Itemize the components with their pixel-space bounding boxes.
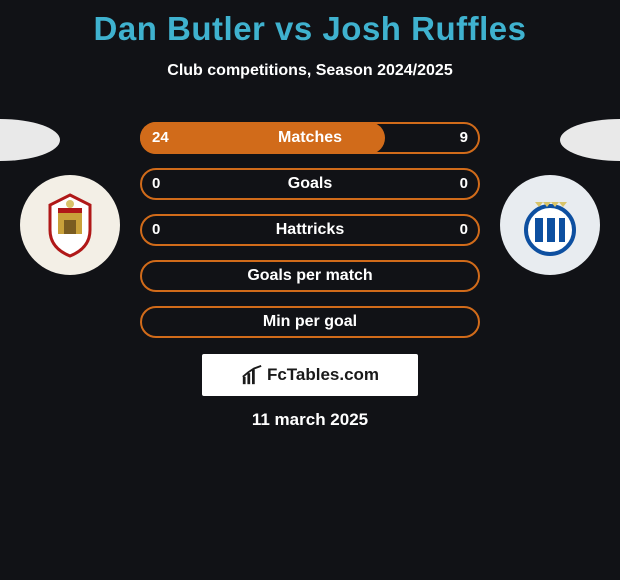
- stat-label: Matches: [140, 122, 480, 154]
- stat-row: Min per goal: [140, 306, 480, 338]
- stat-row: Hattricks0 0: [140, 214, 480, 246]
- page-title: Dan Butler vs Josh Ruffles: [0, 0, 620, 48]
- stat-row: Matches24 9: [140, 122, 480, 154]
- brand-text: FcTables.com: [267, 365, 379, 385]
- stat-row: Goals0 0: [140, 168, 480, 200]
- barline-icon: [241, 364, 263, 386]
- club-crest-right: [500, 175, 600, 275]
- page-subtitle: Club competitions, Season 2024/2025: [0, 62, 620, 80]
- stat-label: Goals: [140, 168, 480, 200]
- player-photo-placeholder-left: [0, 119, 60, 161]
- stat-value-left: 0: [152, 168, 160, 200]
- stat-value-left: 24: [152, 122, 169, 154]
- stat-value-right: 9: [460, 122, 468, 154]
- brand-badge: FcTables.com: [202, 354, 418, 396]
- stat-label: Min per goal: [140, 306, 480, 338]
- stat-label: Goals per match: [140, 260, 480, 292]
- stat-value-left: 0: [152, 214, 160, 246]
- stat-row: Goals per match: [140, 260, 480, 292]
- club-crest-left: [20, 175, 120, 275]
- stat-value-right: 0: [460, 168, 468, 200]
- huddersfield-crest-icon: [515, 190, 585, 260]
- stevenage-crest-icon: [35, 190, 105, 260]
- stat-label: Hattricks: [140, 214, 480, 246]
- player-photo-placeholder-right: [560, 119, 620, 161]
- as-of-date: 11 march 2025: [0, 410, 620, 430]
- stat-value-right: 0: [460, 214, 468, 246]
- stats-bars: Matches249Goals00Hattricks00Goals per ma…: [140, 122, 480, 352]
